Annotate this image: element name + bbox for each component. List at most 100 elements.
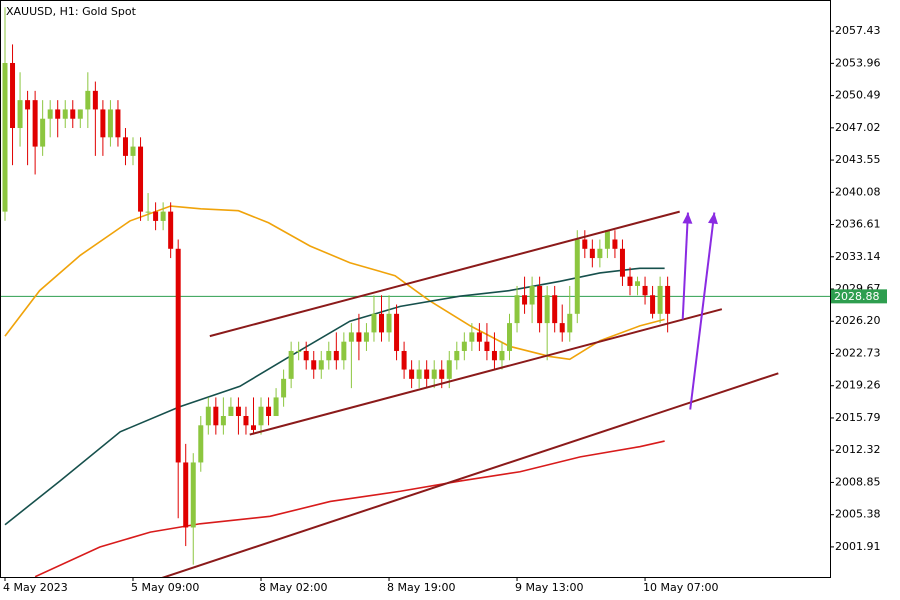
x-tick-label: 8 May 02:00: [259, 581, 327, 594]
x-tick-label: 10 May 07:00: [643, 581, 718, 594]
candle-body: [484, 341, 490, 351]
candle-body: [168, 211, 174, 249]
x-tick-label: 8 May 19:00: [387, 581, 455, 594]
candle-body: [665, 285, 671, 314]
candle-body: [213, 406, 219, 426]
candle-body: [416, 369, 422, 379]
candle-body: [371, 313, 377, 333]
y-tick-label: 2022.73: [835, 346, 881, 359]
candle-body: [153, 211, 159, 221]
candle-body: [115, 109, 121, 138]
moving-average: [4, 205, 665, 361]
candle-body: [228, 406, 234, 417]
y-tick-label: 2005.38: [835, 508, 881, 521]
y-tick-label: 2043.55: [835, 153, 881, 166]
candle-body: [77, 109, 83, 119]
candle-body: [394, 313, 400, 351]
candle-body: [650, 295, 656, 314]
candle-body: [582, 239, 588, 249]
candle-body: [363, 332, 369, 342]
candle-body: [552, 295, 558, 324]
candle-body: [567, 313, 573, 333]
candle-body: [258, 406, 264, 426]
candle-body: [303, 350, 309, 361]
candle-body: [92, 90, 98, 110]
candle-body: [130, 146, 136, 156]
candle-body: [424, 369, 430, 379]
candle-body: [522, 295, 528, 305]
candle-body: [657, 285, 663, 314]
x-tick-label: 9 May 13:00: [515, 581, 583, 594]
candle-body: [341, 341, 347, 361]
candle-body: [250, 425, 256, 430]
candle-body: [220, 416, 226, 426]
candle-body: [409, 369, 415, 379]
candle-body: [10, 62, 16, 129]
candle-body: [311, 360, 317, 370]
y-tick-label: 2026.20: [835, 314, 881, 327]
y-tick-label: 2047.02: [835, 121, 881, 134]
arrow-head: [708, 212, 718, 225]
arrow: [689, 212, 716, 410]
candle-body: [386, 313, 392, 333]
candle-body: [40, 118, 46, 147]
candle-body: [619, 248, 625, 277]
candle-body: [333, 350, 339, 361]
y-tick-label: 2050.49: [835, 89, 881, 102]
candle-body: [491, 350, 497, 361]
price-label-box: [831, 289, 887, 304]
candle-body: [47, 109, 53, 119]
moving-average: [34, 440, 665, 577]
candle-body: [589, 248, 595, 259]
candle-body: [348, 332, 354, 342]
y-tick-label: 2053.96: [835, 56, 881, 69]
candle-body: [446, 360, 452, 379]
x-tick-label: 4 May 2023: [3, 581, 68, 594]
candle-body: [25, 100, 31, 110]
candle-body: [273, 397, 279, 417]
candle-body: [635, 281, 641, 286]
candle-body: [326, 350, 332, 361]
candle-body: [597, 248, 603, 259]
y-tick-label: 2001.91: [835, 540, 881, 553]
candle-body: [476, 332, 482, 342]
candle-body: [454, 350, 460, 361]
candle-body: [401, 350, 407, 370]
candle-body: [296, 350, 302, 352]
candle-body: [642, 285, 648, 296]
candle-body: [318, 360, 324, 370]
candle-body: [288, 350, 294, 379]
candle-body: [574, 239, 580, 314]
y-tick-label: 2015.79: [835, 411, 881, 424]
axes: 2057.43 2053.96 2050.49 2047.02 2043.55 2040.…: [3, 24, 887, 594]
candle-body: [627, 276, 633, 286]
candle-body: [514, 295, 520, 324]
candle-body: [205, 406, 211, 426]
candle-body: [198, 425, 204, 463]
arrow: [681, 212, 689, 320]
chart-title: XAUUSD, H1: Gold Spot: [6, 5, 137, 18]
price-label: 2028.88: [834, 290, 880, 303]
candle-body: [379, 313, 384, 333]
candle-body: [266, 406, 272, 417]
candle-body: [604, 230, 610, 249]
candle-body: [469, 332, 475, 342]
candle-body: [544, 295, 550, 324]
candle-body: [235, 406, 241, 417]
candle-body: [190, 462, 196, 528]
candle-body: [243, 416, 249, 426]
candle-body: [62, 109, 68, 119]
candle-body: [559, 323, 565, 333]
candle-body: [2, 62, 8, 212]
candle-body: [439, 369, 445, 379]
y-tick-label: 2040.08: [835, 185, 881, 198]
candle-body: [138, 146, 144, 212]
candle-body: [17, 100, 23, 129]
candle-body: [107, 109, 113, 138]
candle-body: [537, 285, 543, 324]
candle-body: [612, 239, 618, 249]
candle-body: [431, 369, 437, 379]
candle-body: [32, 100, 38, 147]
